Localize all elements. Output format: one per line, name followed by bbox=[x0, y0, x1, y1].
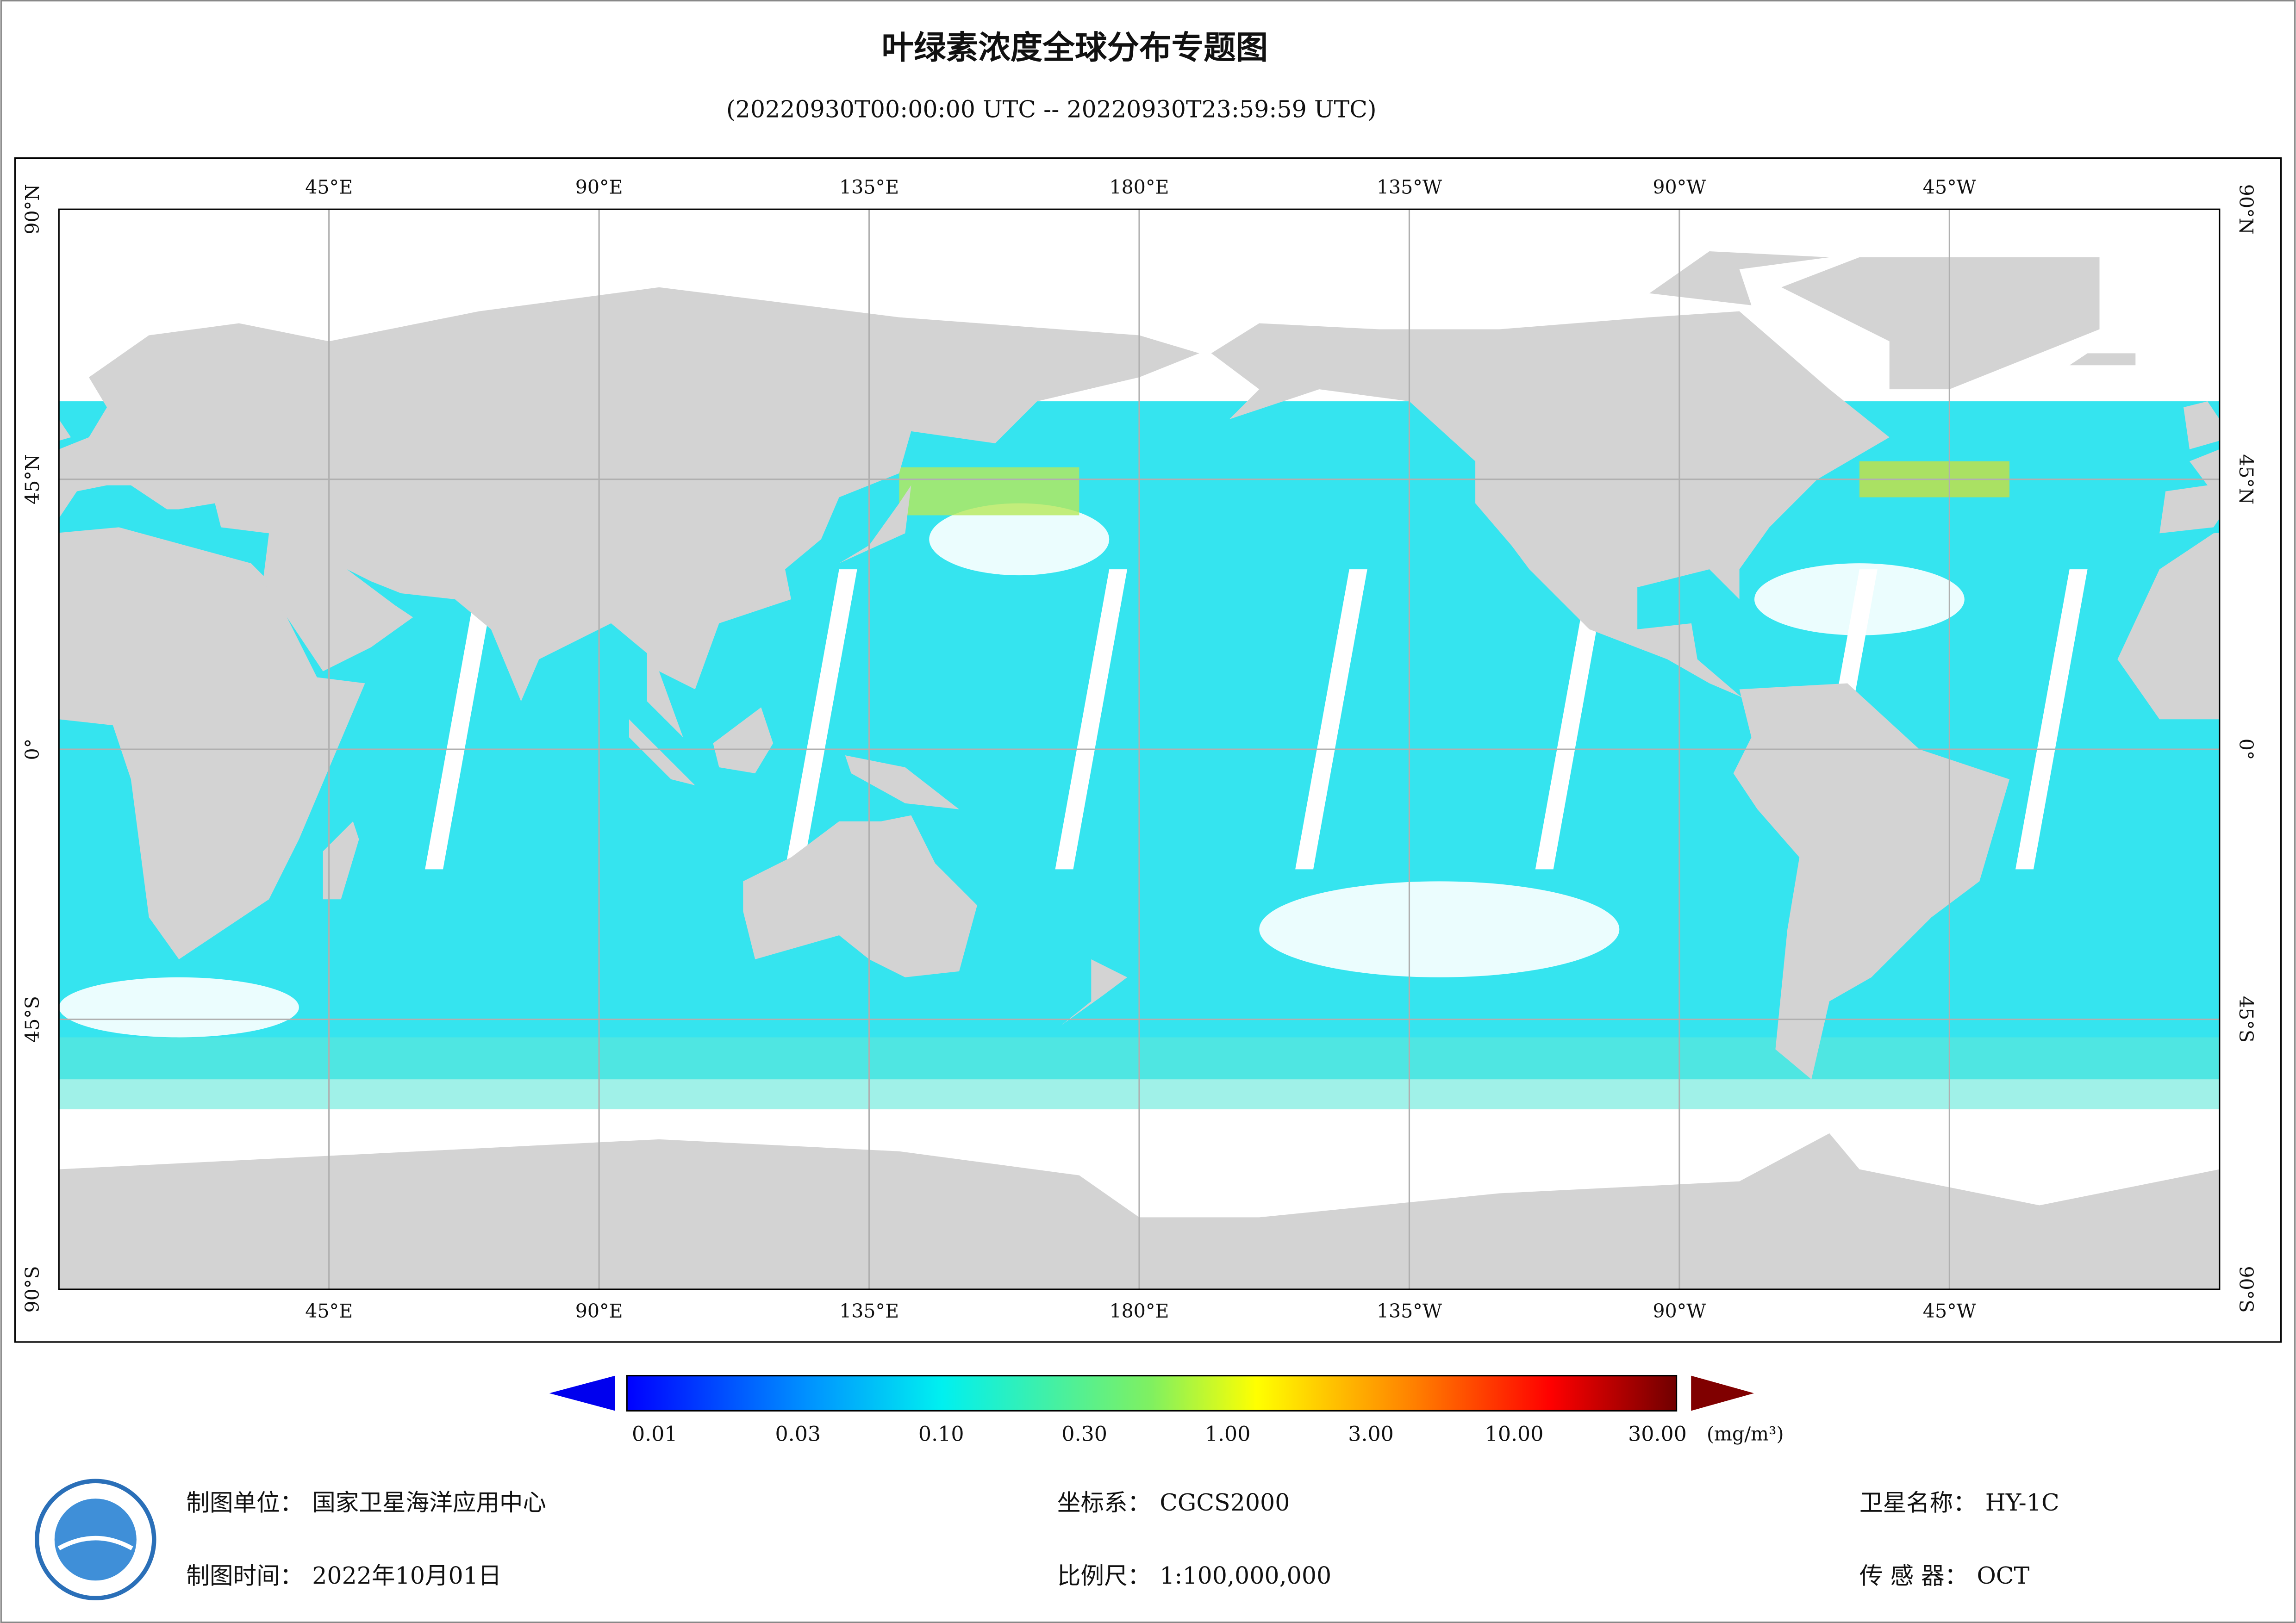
landmass bbox=[1733, 683, 2010, 1080]
lon-label-bottom: 90°W bbox=[1653, 1300, 1706, 1322]
footer-label: 传 感 器： bbox=[1859, 1562, 1968, 1589]
lon-label-bottom: 135°E bbox=[839, 1300, 899, 1322]
colorbar-low-arrow bbox=[549, 1375, 615, 1411]
colorbar-bar bbox=[626, 1374, 1678, 1412]
colorbar-unit: (mg/m³) bbox=[1707, 1423, 1784, 1445]
landmass bbox=[1211, 311, 1890, 702]
swath-gap bbox=[2015, 569, 2088, 870]
footer-value: OCT bbox=[1977, 1562, 2029, 1589]
landmass bbox=[713, 707, 774, 773]
swath-gap bbox=[425, 569, 497, 870]
colorbar-label: 10.00 bbox=[1485, 1423, 1544, 1446]
footer-value: 2022年10月01日 bbox=[312, 1562, 501, 1589]
landmass bbox=[2159, 449, 2220, 534]
lat-label-right: 0° bbox=[2235, 739, 2257, 760]
lon-label-bottom: 90°E bbox=[575, 1300, 623, 1322]
lat-label-left: 45°S bbox=[21, 996, 44, 1043]
landmass bbox=[2069, 353, 2136, 366]
lon-label-bottom: 180°E bbox=[1110, 1300, 1169, 1322]
lon-label-top: 135°E bbox=[839, 176, 899, 198]
cloud-gap bbox=[59, 977, 299, 1038]
colorbar-label: 0.03 bbox=[775, 1423, 821, 1446]
swath-gap bbox=[1055, 569, 1128, 870]
landmass bbox=[2117, 533, 2220, 720]
landmass bbox=[59, 287, 1199, 738]
landmass bbox=[839, 485, 911, 564]
lat-label-left: 0° bbox=[21, 739, 44, 760]
map-frame bbox=[14, 157, 2282, 1343]
lat-label-left: 45°N bbox=[21, 454, 44, 504]
landmass bbox=[59, 419, 71, 441]
colorbar-high-arrow bbox=[1691, 1375, 1754, 1411]
colorbar-label: 1.00 bbox=[1205, 1423, 1251, 1446]
lat-label-right: 45°S bbox=[2235, 996, 2257, 1043]
logo-wave bbox=[57, 1536, 133, 1550]
lon-label-top: 90°E bbox=[575, 176, 623, 198]
landmass bbox=[59, 527, 365, 959]
landmass bbox=[1649, 251, 1830, 305]
landmass bbox=[1781, 257, 2100, 390]
landmass bbox=[845, 755, 960, 809]
lat-label-right: 90°N bbox=[2235, 184, 2257, 235]
lon-label-top: 135°W bbox=[1377, 176, 1442, 198]
colorbar-label: 0.30 bbox=[1061, 1423, 1107, 1446]
footer-label: 制图时间： bbox=[186, 1562, 303, 1589]
lat-label-left: 90°N bbox=[21, 184, 44, 235]
lon-label-top: 180°E bbox=[1110, 176, 1169, 198]
lon-label-top: 45°E bbox=[305, 176, 353, 198]
colorbar-label: 0.01 bbox=[632, 1423, 678, 1446]
colorbar-label: 30.00 bbox=[1628, 1423, 1687, 1446]
lon-label-top: 90°W bbox=[1653, 176, 1706, 198]
landmass bbox=[743, 815, 977, 977]
footer-label: 比例尺： bbox=[1057, 1562, 1151, 1589]
lat-label-left: 90°S bbox=[21, 1266, 44, 1312]
cloud-gap bbox=[1754, 563, 1965, 635]
lon-label-bottom: 45°E bbox=[305, 1300, 353, 1322]
title: 叶绿素浓度全球分布专题图 bbox=[882, 29, 1268, 67]
landmass bbox=[1061, 959, 1128, 1026]
logo bbox=[35, 1479, 156, 1600]
landmass bbox=[2184, 401, 2220, 449]
coastal-bloom bbox=[899, 467, 1079, 516]
colorbar-label: 0.10 bbox=[918, 1423, 964, 1446]
swath-gap bbox=[1295, 569, 1367, 870]
footer-label: 坐标系： bbox=[1057, 1489, 1151, 1516]
landmass bbox=[629, 719, 695, 785]
footer-value: HY-1C bbox=[1985, 1489, 2059, 1516]
map-inner-frame bbox=[58, 208, 2221, 1290]
footer-label: 制图单位： bbox=[186, 1489, 303, 1516]
footer-label: 卫星名称： bbox=[1859, 1489, 1977, 1516]
lon-label-top: 45°W bbox=[1923, 176, 1977, 198]
lon-label-bottom: 135°W bbox=[1377, 1300, 1442, 1322]
footer-value: 1:100,000,000 bbox=[1160, 1562, 1331, 1589]
subtitle: (20220930T00:00:00 UTC -- 20220930T23:59… bbox=[726, 95, 1377, 123]
swath-gap bbox=[785, 569, 857, 870]
footer-value: CGCS2000 bbox=[1160, 1489, 1290, 1516]
colorbar-label: 3.00 bbox=[1348, 1423, 1394, 1446]
landmass bbox=[323, 821, 359, 900]
swath-gap bbox=[1535, 569, 1608, 870]
lat-label-right: 45°N bbox=[2235, 454, 2257, 504]
lon-label-bottom: 45°W bbox=[1923, 1300, 1977, 1322]
cloud-gap bbox=[1259, 881, 1620, 977]
footer-value: 国家卫星海洋应用中心 bbox=[312, 1489, 546, 1516]
cloud-gap bbox=[929, 503, 1110, 576]
map-area bbox=[59, 209, 2220, 1289]
lat-label-right: 90°S bbox=[2235, 1266, 2257, 1312]
colorbar: (mg/m³) 0.01 0.03 0.10 0.30 1.00 3.00 10.00 30.… bbox=[549, 1374, 1784, 1446]
